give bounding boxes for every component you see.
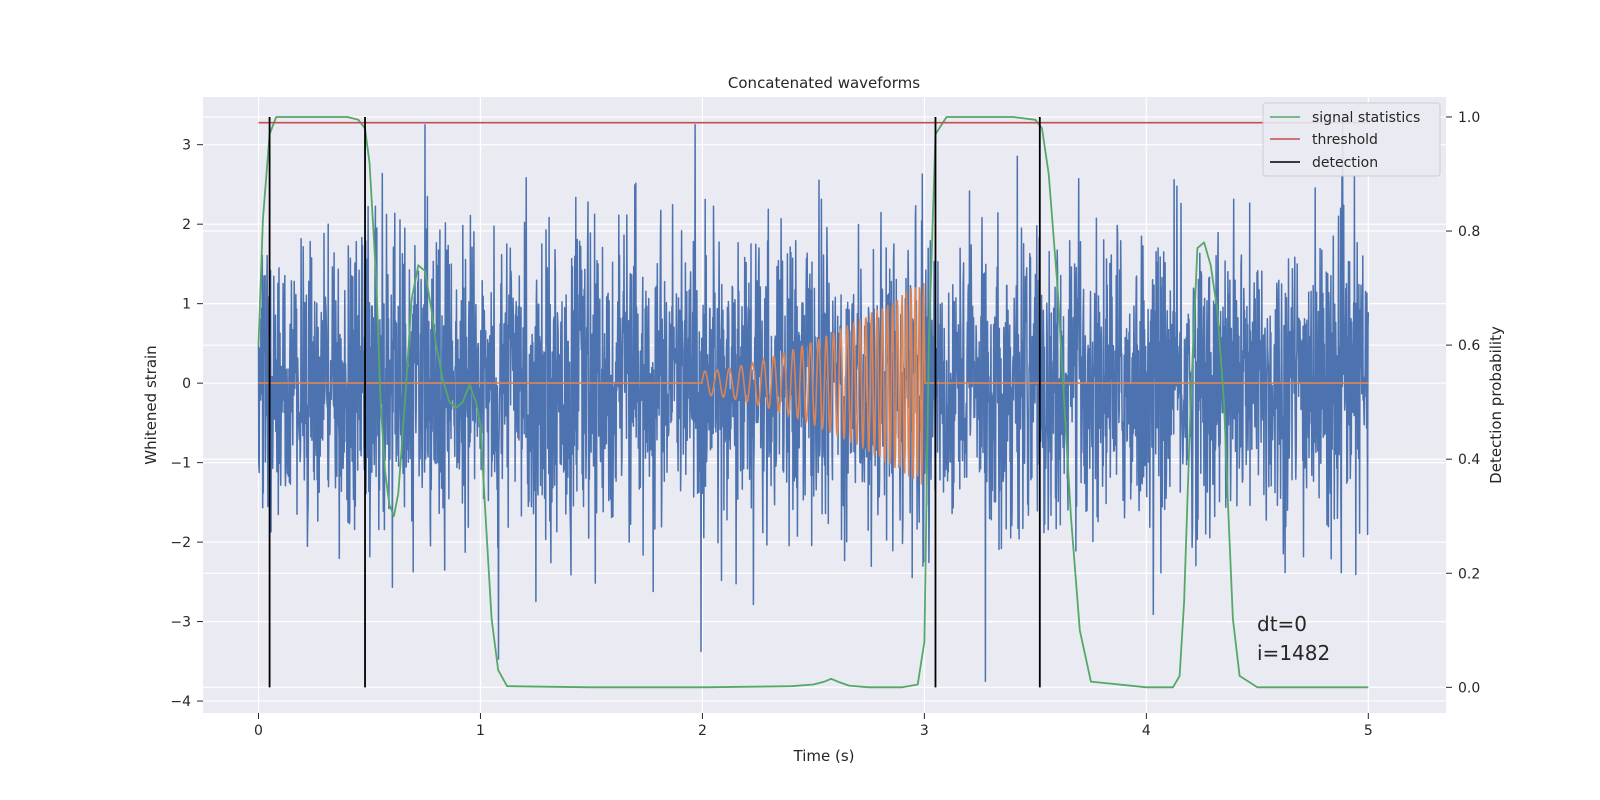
axis-layer: 0 1 2 3 4 5 −4 −3 −2 −1 0 1 2 3 0.0 0.2 0.4 0.6 0.8 1.0 <box>170 110 1480 739</box>
y2-tick-label: 0.8 <box>1458 224 1480 240</box>
x-axis-label: Time (s) <box>793 747 855 765</box>
y2-tick-label: 0.4 <box>1458 452 1480 468</box>
y2-tick-label: 1.0 <box>1458 110 1480 126</box>
y-axis-label: Whitened strain <box>142 345 160 464</box>
annotation-i: i=1482 <box>1257 641 1330 665</box>
y-tick-label: 1 <box>182 297 191 313</box>
x-tick-label: 3 <box>920 723 929 739</box>
y-tick-label: 2 <box>182 217 191 233</box>
x-tick-label: 1 <box>476 723 485 739</box>
y2-tick-label: 0.0 <box>1458 680 1480 696</box>
x-tick-label: 5 <box>1364 723 1373 739</box>
y2-axis-label: Detection probability <box>1487 326 1505 484</box>
y-tick-label: 3 <box>182 138 191 154</box>
signal-statistics-line <box>257 116 1369 689</box>
x-tick-label: 0 <box>254 723 263 739</box>
legend: signal statistics threshold detection <box>1262 102 1441 177</box>
legend-label-signal-statistics: signal statistics <box>1312 110 1420 126</box>
y-tick-label: −4 <box>170 694 191 710</box>
y-tick-label: 0 <box>182 376 191 392</box>
chart-title: Concatenated waveforms <box>728 74 920 92</box>
y-tick-label: −3 <box>170 615 191 631</box>
x-tick-label: 2 <box>698 723 707 739</box>
y-tick-label: −2 <box>170 535 191 551</box>
annotation-dt: dt=0 <box>1257 612 1307 636</box>
legend-label-threshold: threshold <box>1312 132 1378 148</box>
y2-tick-label: 0.2 <box>1458 566 1480 582</box>
data-layer <box>257 116 1370 689</box>
legend-label-detection: detection <box>1312 155 1378 171</box>
x-tick-label: 4 <box>1142 723 1151 739</box>
y2-tick-label: 0.6 <box>1458 338 1480 354</box>
y-tick-label: −1 <box>170 456 191 472</box>
legend-box <box>1262 102 1441 177</box>
